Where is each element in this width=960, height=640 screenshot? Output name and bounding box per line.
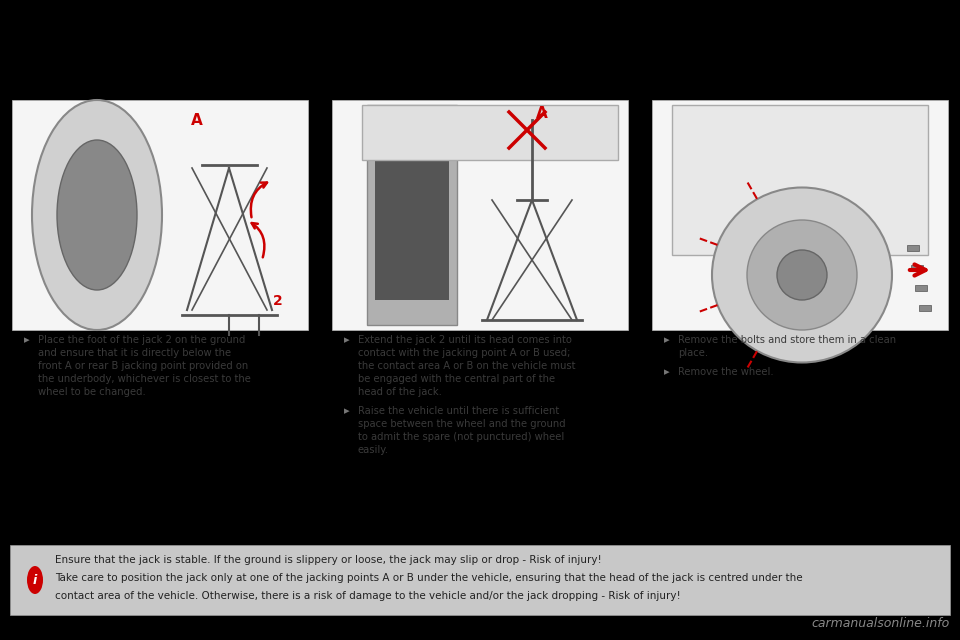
Ellipse shape [712, 188, 892, 362]
Text: A: A [191, 113, 203, 128]
Text: wheel to be changed.: wheel to be changed. [38, 387, 146, 397]
Bar [672, 105, 928, 255]
Text: head of the jack.: head of the jack. [358, 387, 442, 397]
Ellipse shape [777, 250, 827, 300]
Text: Raise the vehicle until there is sufficient: Raise the vehicle until there is suffici… [358, 406, 560, 416]
Bar [919, 305, 931, 311]
Text: ▸: ▸ [24, 335, 30, 345]
Text: and ensure that it is directly below the: and ensure that it is directly below the [38, 348, 231, 358]
Bar [375, 130, 449, 300]
Text: be engaged with the central part of the: be engaged with the central part of the [358, 374, 555, 384]
Text: ▸: ▸ [664, 335, 670, 345]
Text: i: i [33, 573, 37, 586]
Text: easily.: easily. [358, 445, 389, 455]
Bar [907, 245, 919, 251]
Bar [10, 545, 950, 615]
Text: place.: place. [678, 348, 708, 358]
Text: front A or rear B jacking point provided on: front A or rear B jacking point provided… [38, 361, 249, 371]
Ellipse shape [27, 566, 43, 594]
Text: contact with the jacking point A or B used;: contact with the jacking point A or B us… [358, 348, 570, 358]
Bar [332, 100, 628, 330]
Text: space between the wheel and the ground: space between the wheel and the ground [358, 419, 565, 429]
Text: Extend the jack 2 until its head comes into: Extend the jack 2 until its head comes i… [358, 335, 572, 345]
Text: Remove the bolts and store them in a clean: Remove the bolts and store them in a cle… [678, 335, 896, 345]
Text: A: A [536, 106, 548, 121]
Text: ▸: ▸ [344, 335, 349, 345]
Bar [362, 105, 618, 160]
Text: Place the foot of the jack 2 on the ground: Place the foot of the jack 2 on the grou… [38, 335, 246, 345]
Ellipse shape [32, 100, 162, 330]
Bar [12, 100, 308, 330]
Text: the contact area A or B on the vehicle must: the contact area A or B on the vehicle m… [358, 361, 575, 371]
Text: carmanualsonline.info: carmanualsonline.info [812, 617, 950, 630]
Text: to admit the spare (not punctured) wheel: to admit the spare (not punctured) wheel [358, 432, 564, 442]
Text: 2: 2 [274, 294, 283, 308]
Bar [367, 105, 457, 325]
Text: ▸: ▸ [664, 367, 670, 377]
Bar [911, 265, 923, 271]
Bar [915, 285, 927, 291]
Text: Ensure that the jack is stable. If the ground is slippery or loose, the jack may: Ensure that the jack is stable. If the g… [55, 555, 602, 565]
Text: the underbody, whichever is closest to the: the underbody, whichever is closest to t… [38, 374, 251, 384]
Text: ▸: ▸ [344, 406, 349, 416]
Text: Take care to position the jack only at one of the jacking points A or B under th: Take care to position the jack only at o… [55, 573, 803, 583]
Text: Remove the wheel.: Remove the wheel. [678, 367, 774, 377]
Bar [652, 100, 948, 330]
Ellipse shape [57, 140, 137, 290]
Ellipse shape [747, 220, 857, 330]
Text: contact area of the vehicle. Otherwise, there is a risk of damage to the vehicle: contact area of the vehicle. Otherwise, … [55, 591, 681, 601]
